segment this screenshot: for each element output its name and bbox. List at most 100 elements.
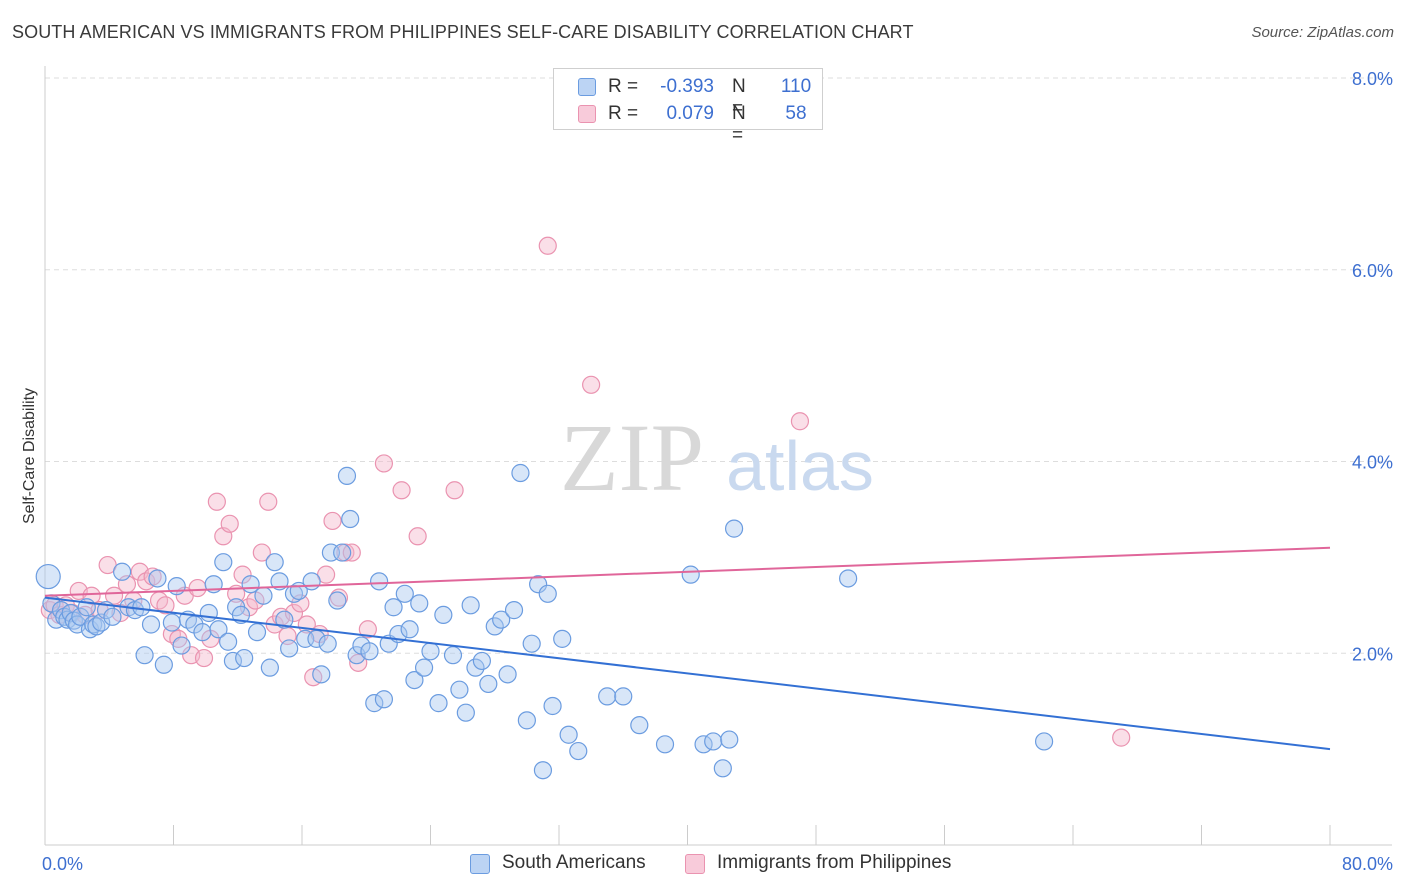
- data-point-philippines: [790, 412, 810, 431]
- n-value: 110: [780, 76, 812, 97]
- data-point-philippines: [392, 481, 411, 500]
- data-point-south-american: [598, 687, 617, 706]
- data-point-philippines: [104, 586, 124, 605]
- data-point-south-american: [538, 584, 557, 603]
- data-point-south-american: [260, 658, 279, 677]
- data-point-south-american: [209, 620, 228, 639]
- x-tick-label: 80.0%: [1342, 854, 1393, 874]
- data-point-south-american: [318, 634, 337, 653]
- data-point-south-american: [522, 634, 541, 653]
- data-point-south-american: [247, 623, 267, 642]
- watermark-atlas: atlas: [726, 427, 874, 505]
- data-point-south-american: [434, 605, 453, 625]
- r-value: 0.079: [666, 103, 714, 124]
- watermark: ZIP atlas: [560, 404, 874, 511]
- data-point-philippines: [323, 511, 342, 531]
- data-point-philippines: [374, 454, 394, 473]
- data-point-south-american: [569, 741, 588, 761]
- data-point-south-american: [553, 629, 572, 648]
- data-point-south-american: [655, 735, 675, 754]
- data-point-south-american: [132, 598, 151, 617]
- legend-swatch-pink: [578, 105, 596, 123]
- x-tick-label: 0.0%: [42, 854, 83, 874]
- data-point-south-american: [614, 687, 633, 706]
- r-label: R =: [608, 76, 639, 97]
- series-south-americans-points: [35, 463, 1054, 780]
- data-point-south-american: [219, 632, 238, 651]
- data-point-philippines: [1112, 728, 1131, 747]
- data-point-philippines: [194, 648, 214, 668]
- data-point-south-american: [172, 636, 191, 655]
- data-point-south-american: [498, 665, 517, 684]
- y-tick-label: 8.0%: [1352, 69, 1393, 89]
- data-point-south-american: [529, 575, 548, 594]
- legend-swatch-blue: [470, 854, 490, 874]
- data-point-philippines: [252, 543, 271, 562]
- data-point-south-american: [302, 572, 321, 591]
- data-point-south-american: [533, 761, 553, 780]
- data-point-philippines: [582, 375, 601, 394]
- data-point-philippines: [284, 603, 304, 623]
- data-point-philippines: [259, 492, 278, 511]
- data-point-south-american: [148, 569, 167, 588]
- data-point-south-american: [341, 509, 360, 529]
- r-label: R =: [608, 103, 639, 124]
- data-point-south-american: [429, 694, 448, 713]
- data-point-south-american: [328, 591, 347, 610]
- data-point-south-american: [333, 543, 352, 562]
- data-point-philippines: [156, 596, 175, 615]
- data-point-south-american: [223, 651, 243, 671]
- chart-title: SOUTH AMERICAN VS IMMIGRANTS FROM PHILIP…: [12, 22, 914, 42]
- data-point-south-american: [479, 674, 498, 694]
- data-point-south-american: [384, 598, 403, 617]
- legend-swatch-blue: [578, 78, 596, 96]
- axes: [44, 66, 1392, 846]
- data-point-south-american: [395, 584, 414, 603]
- data-point-south-american: [112, 562, 132, 581]
- data-point-south-american: [400, 620, 419, 639]
- y-tick-label: 6.0%: [1352, 261, 1393, 281]
- data-point-philippines: [408, 527, 427, 546]
- data-point-south-american: [214, 553, 233, 572]
- data-point-south-american: [630, 716, 649, 735]
- data-point-south-american: [681, 565, 700, 584]
- data-point-south-american: [360, 642, 379, 661]
- n-value: 58: [785, 103, 807, 124]
- tick-labels: 2.0% 4.0% 6.0% 8.0% 0.0% 80.0%: [42, 69, 1393, 874]
- data-point-south-american: [492, 610, 511, 629]
- legend-swatch-pink: [685, 854, 705, 874]
- data-point-philippines: [445, 481, 464, 500]
- source-credit: Source: ZipAtlas.com: [1251, 24, 1394, 41]
- data-point-south-american: [443, 646, 463, 665]
- data-point-south-american: [456, 703, 475, 722]
- data-point-philippines: [207, 492, 226, 511]
- data-point-south-american: [312, 665, 331, 684]
- data-point-south-american: [485, 617, 504, 636]
- data-point-south-american: [720, 730, 739, 749]
- data-point-south-american: [461, 596, 480, 615]
- data-point-south-american: [284, 584, 304, 603]
- watermark-zip: ZIP: [560, 404, 704, 511]
- data-point-south-american: [162, 613, 181, 632]
- data-point-south-american: [365, 694, 384, 713]
- data-point-south-american: [517, 711, 536, 730]
- data-point-south-american: [472, 651, 491, 671]
- data-point-south-american: [421, 642, 440, 661]
- data-point-south-american: [370, 572, 389, 591]
- data-point-philippines: [188, 578, 207, 598]
- data-point-south-american: [199, 603, 218, 623]
- data-point-south-american: [559, 725, 578, 744]
- data-point-south-american: [839, 569, 858, 588]
- data-point-south-american: [374, 690, 394, 709]
- data-point-south-american: [450, 680, 469, 699]
- data-point-philippines: [538, 236, 557, 255]
- y-tick-label: 4.0%: [1352, 453, 1393, 473]
- data-point-south-american: [235, 648, 254, 668]
- data-point-philippines: [349, 653, 368, 672]
- trend-line-south-americans: [44, 596, 1331, 751]
- y-axis-label: Self-Care Disability: [21, 388, 38, 524]
- data-point-south-american: [35, 563, 61, 590]
- data-point-south-american: [466, 658, 485, 677]
- data-point-south-american: [724, 519, 744, 538]
